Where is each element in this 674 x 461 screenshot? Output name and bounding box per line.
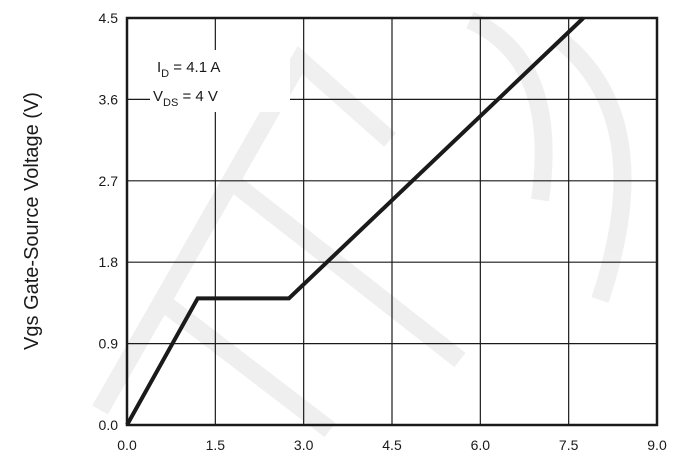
x-tick-labels: 0.0 1.5 3.0 4.5 6.0 7.5 9.0 [117, 437, 667, 453]
plot-frame [125, 16, 659, 427]
x-tick-label: 7.5 [559, 437, 579, 453]
series-layer [125, 16, 585, 426]
y-tick-label: 0.9 [99, 336, 119, 352]
y-tick-label: 3.6 [99, 91, 119, 107]
annotation-vds: VDS = 4 V [153, 88, 218, 109]
annotation-background [150, 50, 290, 112]
y-tick-label: 0.0 [99, 417, 119, 433]
y-tick-label: 2.7 [99, 173, 119, 189]
x-tick-label: 4.5 [382, 437, 402, 453]
y-tick-label: 1.8 [99, 254, 119, 270]
x-tick-label: 1.5 [206, 437, 226, 453]
series-line [125, 16, 585, 426]
y-tick-label: 4.5 [99, 10, 119, 26]
x-tick-label: 0.0 [117, 437, 137, 453]
annotation-id: ID = 4.1 A [157, 59, 220, 80]
x-tick-label: 9.0 [647, 437, 667, 453]
x-tick-label: 6.0 [471, 437, 491, 453]
y-tick-labels: 0.0 0.9 1.8 2.7 3.6 4.5 [99, 10, 119, 433]
watermark-graphic [92, 11, 632, 438]
y-axis-title: Vgs Gate-Source Voltage (V) [21, 92, 43, 350]
x-tick-label: 3.0 [294, 437, 314, 453]
